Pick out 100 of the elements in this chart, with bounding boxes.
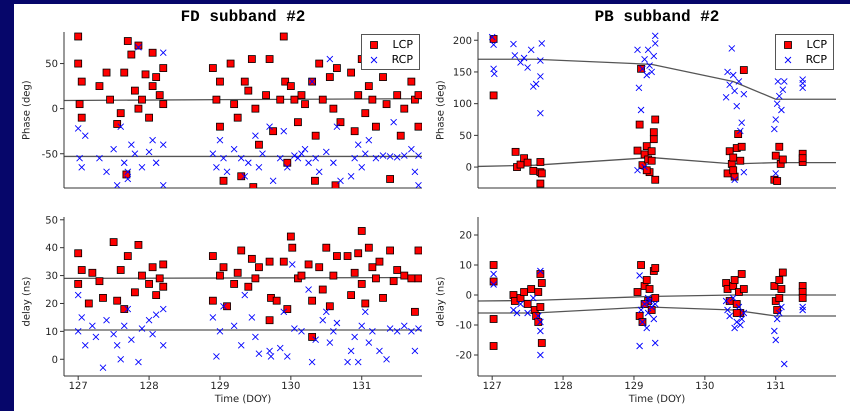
point bbox=[731, 88, 738, 94]
point bbox=[641, 56, 648, 63]
point bbox=[775, 142, 784, 151]
point bbox=[527, 285, 536, 293]
point bbox=[644, 46, 652, 54]
point bbox=[514, 310, 520, 316]
point bbox=[510, 40, 517, 48]
point bbox=[773, 177, 782, 185]
point bbox=[652, 40, 659, 47]
point bbox=[776, 92, 783, 100]
y-tick-label: 200 bbox=[452, 36, 472, 47]
point bbox=[738, 119, 746, 126]
point bbox=[775, 276, 784, 284]
point bbox=[490, 92, 498, 100]
point bbox=[740, 90, 748, 98]
point bbox=[538, 339, 546, 347]
y-tick-label: 150 bbox=[452, 68, 472, 78]
point bbox=[648, 147, 656, 156]
point bbox=[638, 306, 644, 314]
point bbox=[638, 106, 644, 114]
point bbox=[530, 83, 537, 90]
point bbox=[799, 304, 806, 310]
point bbox=[724, 306, 731, 314]
point bbox=[735, 304, 742, 310]
point bbox=[490, 270, 498, 278]
y-tick-label: 40 bbox=[45, 243, 58, 254]
point bbox=[517, 300, 524, 308]
point bbox=[511, 52, 518, 59]
line-series bbox=[478, 156, 836, 168]
point bbox=[648, 156, 656, 165]
x-axis-title: Time (DOY) bbox=[214, 394, 272, 405]
point bbox=[730, 72, 737, 79]
point bbox=[731, 324, 738, 332]
point bbox=[536, 268, 544, 274]
point bbox=[738, 270, 746, 278]
y-axis-title: Phase (deg) bbox=[22, 80, 33, 140]
point bbox=[740, 310, 748, 316]
point bbox=[648, 68, 656, 76]
point bbox=[774, 316, 781, 322]
point bbox=[740, 168, 748, 176]
point bbox=[726, 312, 734, 320]
point bbox=[637, 261, 645, 269]
point bbox=[778, 268, 787, 276]
point bbox=[740, 285, 748, 293]
point bbox=[651, 116, 660, 124]
y-tick-label: 10 bbox=[459, 260, 472, 272]
point bbox=[799, 76, 806, 84]
point bbox=[536, 318, 544, 326]
point bbox=[738, 316, 746, 322]
point bbox=[490, 261, 498, 269]
legend-label: LCP bbox=[392, 37, 413, 52]
point bbox=[634, 166, 641, 174]
point bbox=[644, 294, 652, 302]
x-tick-label: 127 bbox=[482, 381, 502, 392]
point bbox=[722, 94, 730, 101]
point bbox=[772, 170, 780, 177]
y-tick-label: 30 bbox=[45, 271, 58, 282]
point bbox=[642, 276, 651, 284]
point bbox=[641, 164, 648, 171]
point bbox=[799, 306, 806, 314]
point bbox=[636, 120, 644, 128]
y-tick-label: 50 bbox=[459, 130, 472, 142]
point bbox=[652, 340, 659, 346]
point bbox=[490, 70, 498, 78]
point bbox=[490, 315, 498, 323]
point bbox=[652, 32, 659, 40]
point bbox=[636, 272, 644, 279]
point bbox=[538, 279, 546, 287]
point bbox=[490, 342, 498, 350]
point bbox=[524, 300, 532, 308]
point bbox=[528, 46, 535, 54]
point bbox=[651, 294, 660, 302]
point bbox=[534, 288, 542, 296]
point bbox=[798, 294, 807, 302]
point bbox=[530, 294, 537, 302]
point bbox=[490, 65, 498, 72]
point bbox=[651, 176, 660, 184]
point bbox=[534, 312, 542, 320]
point bbox=[646, 62, 654, 70]
point bbox=[652, 300, 659, 308]
point bbox=[634, 46, 641, 54]
point bbox=[648, 304, 656, 310]
point bbox=[524, 310, 532, 316]
y-tick-label: 50 bbox=[45, 59, 58, 70]
point bbox=[643, 72, 650, 79]
x-tick-label: 129 bbox=[210, 381, 230, 392]
legend-label: LCP bbox=[806, 37, 827, 52]
point bbox=[730, 294, 737, 302]
x-tick-label: 128 bbox=[140, 381, 159, 392]
chart-title: FD subband #2 bbox=[180, 7, 306, 28]
point bbox=[730, 276, 739, 284]
point bbox=[740, 66, 748, 74]
point bbox=[634, 288, 642, 296]
point bbox=[536, 110, 544, 117]
point bbox=[490, 41, 498, 48]
point bbox=[646, 285, 654, 293]
point bbox=[799, 84, 806, 92]
point bbox=[722, 298, 730, 304]
chart-title: PB subband #2 bbox=[594, 7, 720, 28]
point bbox=[775, 294, 784, 302]
